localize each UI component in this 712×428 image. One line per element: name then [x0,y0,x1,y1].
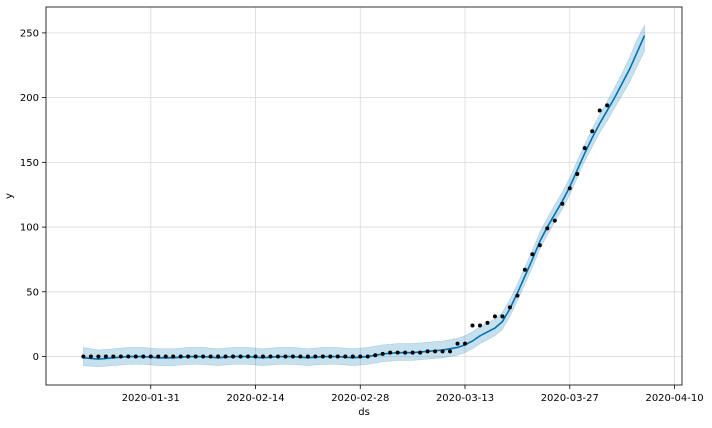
observed-point [290,354,295,359]
observed-point [358,354,363,359]
observed-point [275,354,280,359]
observed-point [328,354,333,359]
observed-point [552,218,557,223]
observed-point [178,354,183,359]
observed-point [388,350,393,355]
observed-point [418,350,423,355]
observed-point [477,323,482,328]
observed-point [492,314,497,319]
x-tick-label: 2020-04-10 [645,393,703,404]
observed-point [268,354,273,359]
x-tick-label: 2020-02-14 [226,393,284,404]
y-tick-label: 150 [20,158,39,169]
observed-point [246,354,251,359]
observed-point [380,351,385,356]
observed-point [305,354,310,359]
observed-point [507,305,512,310]
observed-point [320,354,325,359]
y-axis-ticks: 0 50 100 150 200 250 [20,28,46,363]
observed-point [365,354,370,359]
x-tick-label: 2020-03-27 [541,393,599,404]
observed-point [283,354,288,359]
observed-point [171,354,176,359]
observed-point [537,243,542,248]
observed-point [373,353,378,358]
observed-point [575,171,580,176]
x-tick-label: 2020-01-31 [122,393,180,404]
observed-point [313,354,318,359]
forecast-line [83,35,646,360]
uncertainty-band-layer [83,24,645,368]
observed-point [515,293,520,298]
observed-point [448,349,453,354]
observed-point [500,314,505,319]
observed-point [567,186,572,191]
observed-point [463,341,468,346]
observed-point [403,350,408,355]
observed-point [201,354,206,359]
observed-point [133,354,138,359]
plot-area-background [46,7,682,385]
observed-points-layer [81,103,610,359]
observed-point [141,354,146,359]
observed-point [433,349,438,354]
x-tick-label: 2020-02-28 [331,393,389,404]
observed-point [425,349,430,354]
observed-point [111,354,116,359]
y-axis-title: y [4,193,15,199]
observed-point [582,146,587,151]
observed-point [216,354,221,359]
observed-point [163,354,168,359]
observed-point [148,354,153,359]
x-tick-label: 2020-03-13 [436,393,494,404]
y-tick-label: 0 [33,352,39,363]
observed-point [88,354,93,359]
observed-point [231,354,236,359]
observed-point [522,267,527,272]
y-tick-label: 200 [20,93,39,104]
observed-point [470,323,475,328]
forecast-line-layer [83,35,646,360]
observed-point [410,350,415,355]
observed-point [605,103,610,108]
observed-point [343,354,348,359]
observed-point [545,226,550,231]
x-axis-title: ds [358,407,370,418]
observed-point [223,354,228,359]
y-tick-label: 50 [26,287,39,298]
observed-point [103,354,108,359]
observed-point [126,354,131,359]
observed-point [298,354,303,359]
observed-point [253,354,258,359]
observed-point [440,349,445,354]
observed-point [81,354,86,359]
observed-point [530,252,535,257]
observed-point [335,354,340,359]
observed-point [455,341,460,346]
observed-point [590,129,595,134]
observed-point [193,354,198,359]
x-axis-ticks: 2020-01-31 2020-02-14 2020-02-28 2020-03-13… [122,385,704,404]
observed-point [208,354,213,359]
observed-point [560,201,565,206]
plot-frame [45,6,683,386]
y-tick-label: 250 [20,28,39,39]
observed-point [485,320,490,325]
observed-point [238,354,243,359]
observed-point [186,354,191,359]
observed-point [156,354,161,359]
observed-point [597,108,602,113]
uncertainty-band [83,24,645,368]
y-tick-label: 100 [20,223,39,234]
observed-point [395,350,400,355]
observed-point [96,354,101,359]
observed-point [260,354,265,359]
observed-point [118,354,123,359]
observed-point [350,354,355,359]
